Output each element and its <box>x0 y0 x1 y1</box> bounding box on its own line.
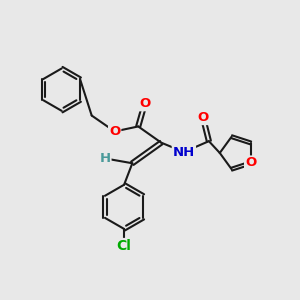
Text: O: O <box>139 97 150 110</box>
Text: NH: NH <box>173 146 195 159</box>
Text: H: H <box>99 152 110 165</box>
Text: O: O <box>109 125 120 138</box>
Text: O: O <box>197 111 208 124</box>
Text: Cl: Cl <box>117 239 131 253</box>
Text: O: O <box>245 157 256 169</box>
